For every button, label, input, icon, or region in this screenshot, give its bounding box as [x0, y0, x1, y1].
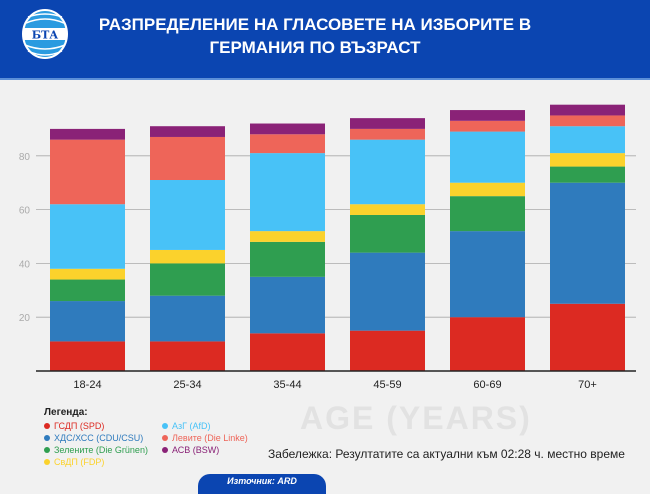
- bar-segment: [50, 341, 125, 371]
- legend-dot-icon: [162, 423, 168, 429]
- stacked-bar-chart: 20 40 60 80 18-24 25-34 35-44 45-59 60-69 70+: [19, 104, 636, 391]
- bar-segment: [50, 128, 125, 140]
- bta-logo: БТА: [22, 9, 68, 59]
- bar-segment: [550, 303, 625, 371]
- x-tick-label: 60-69: [473, 379, 501, 391]
- legend-dot-icon: [44, 459, 50, 465]
- bar-segment: [350, 252, 425, 331]
- bar-segment: [550, 104, 625, 116]
- watermark: AGE (YEARS): [300, 400, 532, 436]
- bar-segment: [250, 231, 325, 242]
- bar-segment: [450, 110, 525, 121]
- bar-segment: [250, 333, 325, 371]
- bar-segment: [450, 231, 525, 318]
- bar-segment: [50, 139, 125, 205]
- legend-item: СвДП (FDP): [44, 456, 162, 468]
- note: Забележка: Резултатите са актуални към 0…: [268, 447, 625, 461]
- bar-segment: [250, 241, 325, 277]
- x-tick-label: 25-34: [173, 379, 201, 391]
- legend-dot-icon: [44, 423, 50, 429]
- y-tick-label: 20: [19, 313, 31, 324]
- bar-segment: [150, 341, 225, 371]
- bar-segment: [150, 180, 225, 250]
- bar-segment: [350, 204, 425, 215]
- bar-segment: [450, 120, 525, 132]
- bar-segment: [350, 128, 425, 140]
- legend-item: АзГ (AfD): [162, 420, 272, 432]
- bar-segment: [150, 295, 225, 342]
- legend-label: Левите (Die Linke): [172, 433, 248, 443]
- bar-segment: [550, 153, 625, 167]
- bar-segment: [550, 182, 625, 304]
- header: БТА РАЗПРЕДЕЛЕНИЕ НА ГЛАСОВЕТЕ НА ИЗБОРИ…: [0, 0, 650, 80]
- y-tick-label: 60: [19, 206, 31, 217]
- legend-label: ХДС/ХСС (CDU/CSU): [54, 433, 144, 443]
- bar-segment: [250, 134, 325, 154]
- legend-label: СвДП (FDP): [54, 457, 105, 467]
- page-title: РАЗПРЕДЕЛЕНИЕ НА ГЛАСОВЕТЕ НА ИЗБОРИТЕ В…: [98, 15, 532, 57]
- bar-segment: [450, 131, 525, 183]
- legend-label: АзГ (AfD): [172, 421, 211, 431]
- x-tick-label: 18-24: [73, 379, 101, 391]
- bar-segment: [350, 139, 425, 205]
- bar-segment: [250, 123, 325, 135]
- legend-item: ГСДП (SPD): [44, 420, 162, 432]
- x-tick-label: 70+: [578, 379, 597, 391]
- bar-segment: [550, 126, 625, 154]
- bar-segment: [150, 136, 225, 181]
- bar-segment: [50, 279, 125, 302]
- bar-segment: [150, 249, 225, 264]
- bar-segment: [150, 263, 225, 296]
- bar-segment: [550, 115, 625, 127]
- bar-segment: [450, 196, 525, 232]
- x-tick-label: 35-44: [273, 379, 301, 391]
- source-label: Източник: ARD: [198, 474, 326, 494]
- legend-item: Левите (Die Linke): [162, 432, 272, 444]
- bar-segment: [150, 126, 225, 137]
- bar-segment: [250, 276, 325, 334]
- bar-segment: [350, 118, 425, 129]
- bar-segment: [350, 214, 425, 253]
- legend-title: Легенда:: [44, 407, 88, 418]
- bar-segment: [350, 330, 425, 371]
- legend-dot-icon: [162, 447, 168, 453]
- legend-label: ГСДП (SPD): [54, 421, 105, 431]
- y-tick-label: 40: [19, 259, 31, 270]
- legend-label: АСВ (BSW): [172, 445, 220, 455]
- bar-segment: [450, 182, 525, 197]
- bar-segment: [450, 317, 525, 371]
- y-tick-label: 80: [19, 152, 31, 163]
- svg-text:БТА: БТА: [32, 29, 59, 42]
- legend-dot-icon: [44, 447, 50, 453]
- legend: Легенда: ГСДП (SPD) ХДС/ХСС (CDU/CSU) Зеле…: [44, 407, 272, 468]
- legend-item: АСВ (BSW): [162, 444, 272, 456]
- legend-item: ХДС/ХСС (CDU/CSU): [44, 432, 162, 444]
- bar-segment: [50, 204, 125, 269]
- legend-label: Зелените (Die Grünen): [54, 445, 148, 455]
- x-tick-label: 45-59: [373, 379, 401, 391]
- bar-segment: [50, 301, 125, 342]
- legend-item: Зелените (Die Grünen): [44, 444, 162, 456]
- bar-segment: [50, 268, 125, 280]
- legend-dot-icon: [44, 435, 50, 441]
- bar-segment: [550, 166, 625, 183]
- legend-dot-icon: [162, 435, 168, 441]
- bar-segment: [250, 153, 325, 232]
